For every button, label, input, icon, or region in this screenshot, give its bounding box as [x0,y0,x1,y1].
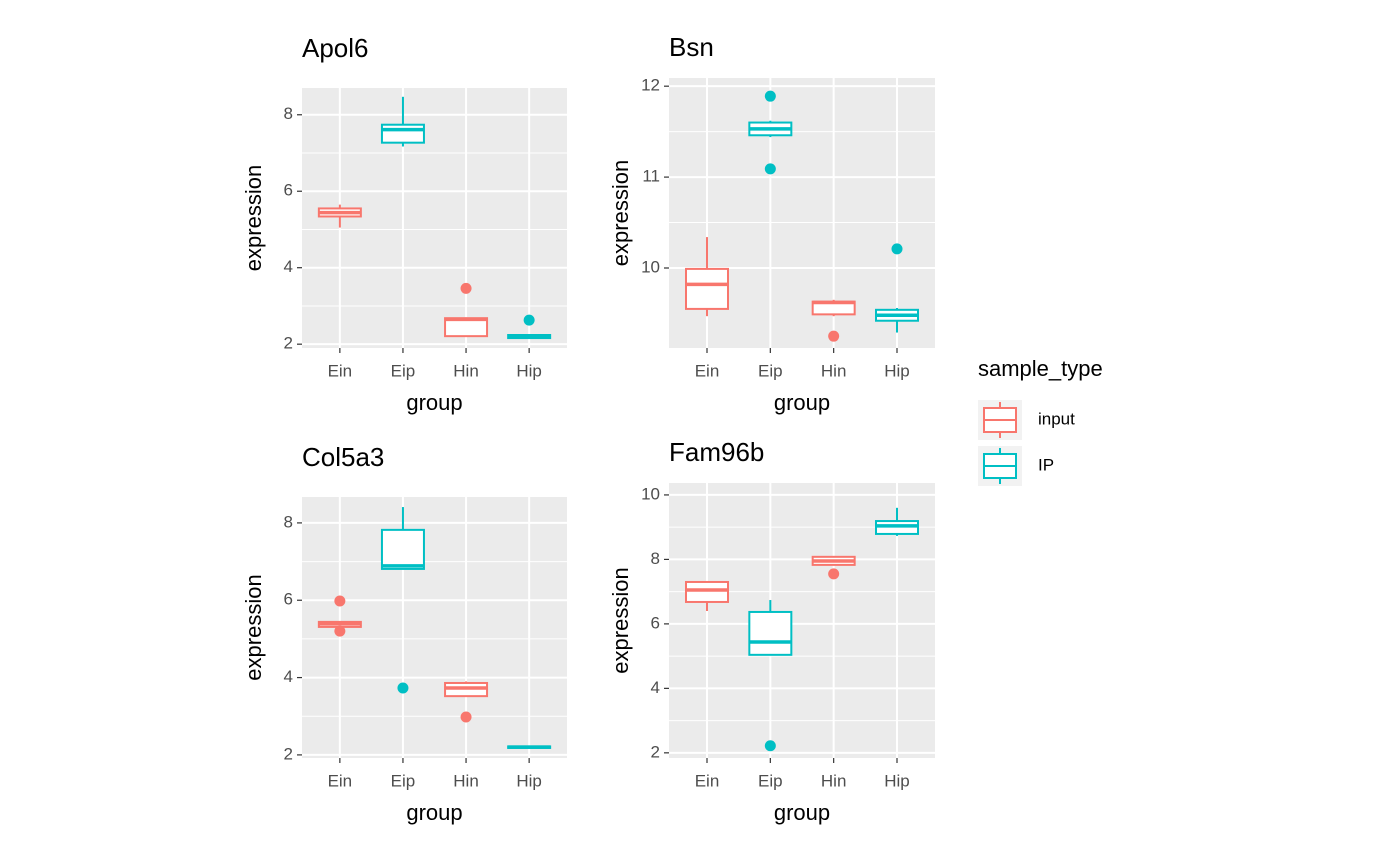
panel-title: Fam96b [669,437,764,467]
y-tick-label: 2 [651,742,660,761]
y-tick-label: 4 [284,257,293,276]
y-tick-label: 10 [641,257,660,276]
x-tick-label: Ein [328,361,353,380]
panel-title: Bsn [669,32,714,62]
x-axis-title: group [774,390,830,415]
box [875,507,919,536]
x-tick-label: Hin [821,361,847,380]
box [317,204,362,228]
x-tick-label: Hip [516,771,542,790]
y-axis-title: expression [608,160,633,266]
panel-title: Apol6 [302,33,369,63]
y-axis-title: expression [241,165,266,271]
x-axis-title: group [774,800,830,825]
box [380,507,425,694]
box [811,555,856,580]
x-tick-label: Hin [453,771,479,790]
y-tick-label: 6 [284,590,293,609]
box [811,299,856,342]
outlier [764,90,776,102]
outlier [334,595,346,607]
x-tick-label: Eip [758,361,783,380]
x-tick-label: Hip [884,361,910,380]
y-tick-label: 8 [284,512,293,531]
outlier [891,243,903,255]
box [875,243,919,333]
y-tick-label: 4 [651,678,660,697]
x-tick-label: Hin [821,771,847,790]
box-body [685,267,729,310]
box [317,595,362,637]
outlier [523,314,535,326]
x-axis-title: group [406,800,462,825]
y-tick-label: 4 [284,667,293,686]
y-tick-label: 10 [641,484,660,503]
y-axis-title: expression [241,574,266,680]
x-tick-label: Ein [695,771,720,790]
box [748,90,793,175]
box-body [380,123,425,144]
box-body [685,580,729,603]
x-tick-label: Hip [884,771,910,790]
outlier [460,282,472,294]
legend-label: IP [1038,455,1054,474]
y-tick-label: 8 [651,549,660,568]
y-tick-label: 11 [642,167,660,186]
x-tick-label: Ein [695,361,720,380]
x-tick-label: Ein [328,771,353,790]
x-tick-label: Eip [391,361,416,380]
outlier [764,740,776,752]
box [380,96,425,147]
box [507,314,552,340]
box [685,237,729,317]
outlier [334,625,346,637]
outlier [397,682,409,694]
x-tick-label: Hip [516,361,542,380]
box [685,580,729,611]
y-tick-label: 6 [284,181,293,200]
outlier [828,330,840,342]
box-body [748,610,793,656]
x-tick-label: Eip [391,771,416,790]
y-tick-label: 12 [641,76,660,95]
box [444,681,489,723]
y-axis-title: expression [608,567,633,673]
outlier [460,711,472,723]
box [748,600,793,752]
x-axis-title: group [406,390,462,415]
x-tick-label: Eip [758,771,783,790]
x-tick-label: Hin [453,361,479,380]
y-tick-label: 6 [651,613,660,632]
y-tick-label: 2 [284,744,293,763]
legend-title: sample_type [978,356,1103,381]
legend-label: input [1038,409,1075,428]
y-tick-label: 8 [284,104,293,123]
box [444,282,489,338]
box-body [380,528,425,570]
outlier [764,163,776,175]
panel-title: Col5a3 [302,442,384,472]
box [507,745,552,749]
y-tick-label: 2 [284,334,293,353]
outlier [828,568,840,580]
panel-background [302,88,567,348]
